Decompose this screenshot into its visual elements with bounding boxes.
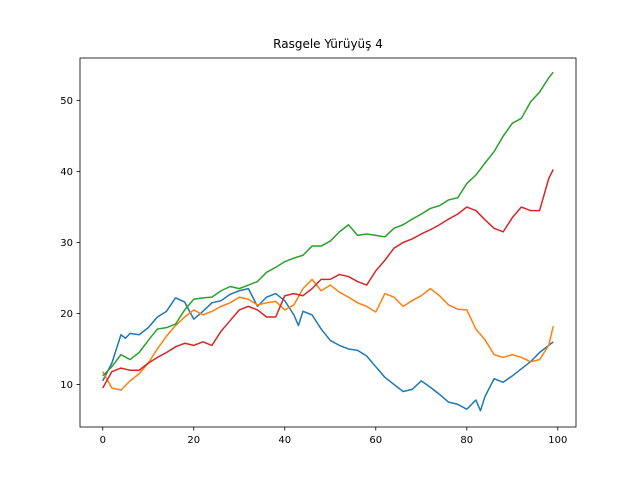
series-line-4 (102, 169, 554, 389)
plot-area-frame (79, 57, 577, 428)
y-axis-ticks: 10 20 30 40 50 (60, 96, 80, 391)
x-tick-label: 0 (100, 435, 106, 446)
y-tick-label: 20 (60, 309, 73, 320)
series-line-1 (102, 287, 554, 412)
x-tick-label: 40 (278, 435, 291, 446)
y-tick-label: 50 (60, 96, 73, 107)
x-tick-label: 20 (187, 435, 200, 446)
series-line-3 (102, 71, 554, 377)
y-tick-label: 40 (60, 167, 73, 178)
x-tick-label: 80 (460, 435, 473, 446)
chart-title: Rasgele Yürüyüş 4 (273, 37, 383, 51)
x-axis-ticks: 0 20 40 60 80 100 (100, 427, 567, 446)
series-lines (102, 71, 554, 412)
series-line-2 (102, 278, 554, 391)
x-tick-label: 100 (548, 435, 567, 446)
y-tick-label: 30 (60, 238, 73, 249)
y-tick-label: 10 (60, 380, 73, 391)
x-tick-label: 60 (369, 435, 382, 446)
